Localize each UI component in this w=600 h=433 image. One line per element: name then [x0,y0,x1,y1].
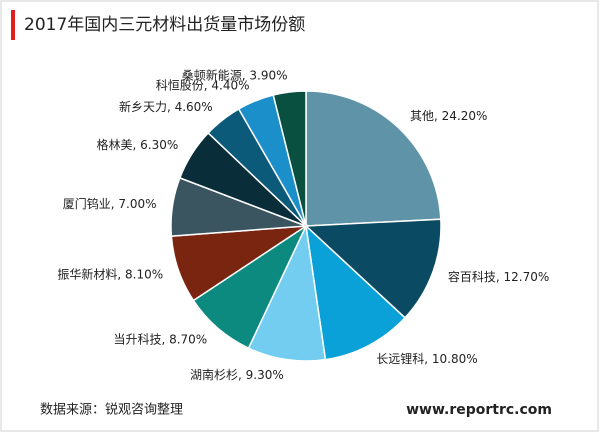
pie-slice [305,90,442,227]
data-label: 长远锂科, 10.80% [376,351,477,366]
website: www.reportrc.com [406,402,552,418]
chart-title: 2017年国内三元材料出货量市场份额 [24,15,305,35]
data-label: 桑顿新能源, 3.90% [182,68,288,83]
source-note: 数据来源：锐观咨询整理 [40,403,183,418]
data-label: 厦门钨业, 7.00% [63,196,157,211]
data-label: 新乡天力, 4.60% [119,99,213,114]
data-label: 湖南杉杉, 9.30% [190,367,284,382]
data-label: 振华新材料, 8.10% [57,266,163,281]
data-label: 当升科技, 8.70% [113,333,207,347]
data-label: 容百科技, 12.70% [448,269,549,284]
data-label: 科恒股份, 4.40% [156,78,250,92]
data-label: 其他, 24.20% [410,109,487,123]
pie-slice [247,223,327,362]
pie-slice [304,224,407,361]
title-bar [11,10,15,40]
pie-slice [272,90,307,227]
pie-slice [304,218,442,319]
data-label: 格林美, 6.30% [96,137,178,152]
